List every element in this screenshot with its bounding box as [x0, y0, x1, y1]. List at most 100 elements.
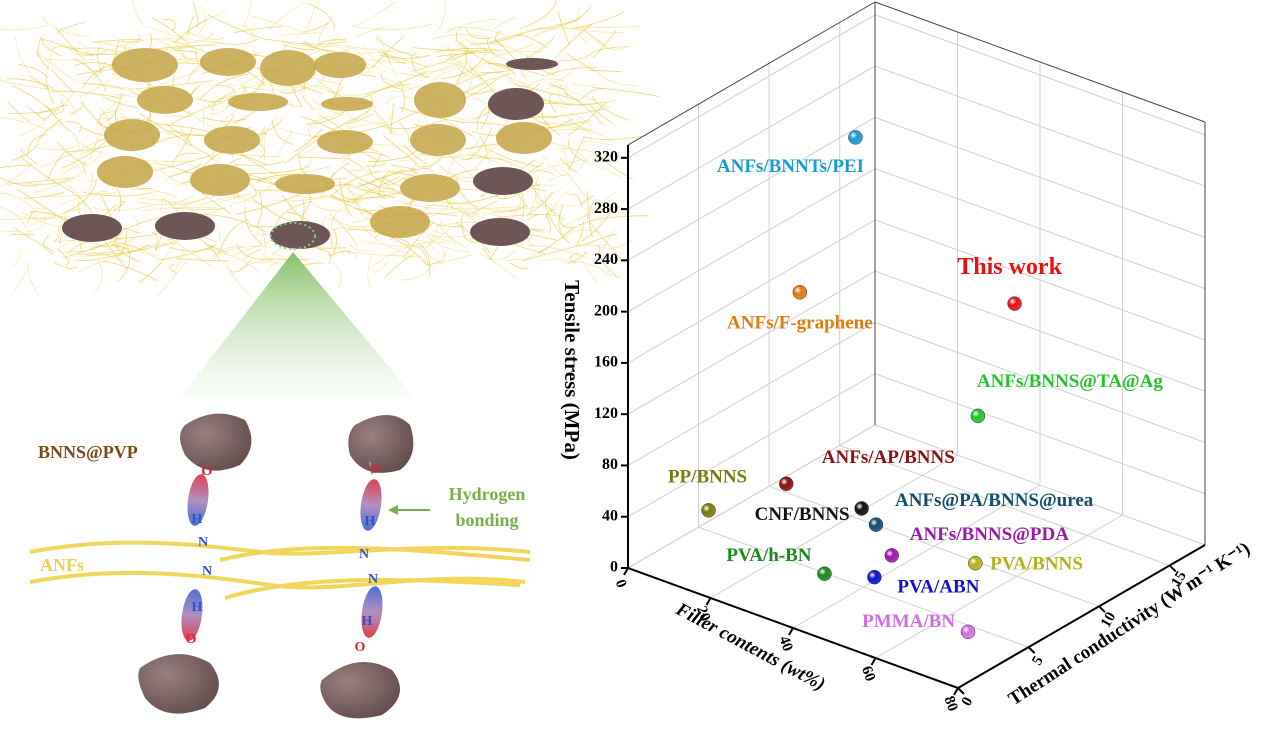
x-tick [953, 687, 959, 696]
fibre [266, 262, 284, 272]
fibre [63, 179, 98, 214]
fibre [561, 146, 572, 174]
fibre [198, 5, 206, 35]
fibre [211, 245, 273, 257]
fibre [169, 263, 179, 275]
fibre [403, 220, 436, 258]
fibre [50, 68, 75, 93]
fibre [87, 170, 93, 194]
fibre [103, 260, 159, 282]
data-point [968, 555, 983, 571]
fibre [365, 161, 386, 167]
fibre [353, 1, 396, 28]
z-axis-title: Tensile stress (MPa) [560, 280, 584, 460]
box-edge [627, 1, 876, 146]
fibre-mat [0, 0, 659, 298]
fibre [424, 229, 450, 249]
grid-line [627, 270, 876, 415]
fibre [562, 169, 588, 201]
anf-unit [361, 586, 383, 638]
fibre [516, 34, 548, 49]
bnns-disc [275, 174, 335, 194]
fibre [491, 73, 511, 81]
fibre [380, 73, 403, 91]
fibre [428, 240, 440, 255]
fibre [27, 211, 47, 233]
fibre [39, 54, 77, 83]
data-point [817, 566, 832, 581]
fibre [383, 77, 415, 90]
fibre [590, 222, 622, 259]
bond [369, 461, 373, 475]
atom-label: O [355, 640, 366, 655]
fibre [306, 2, 335, 29]
fibre [303, 40, 337, 52]
grid-line [627, 373, 876, 518]
fibre [43, 235, 54, 255]
bnns-disc [190, 164, 250, 196]
fibre [426, 251, 446, 265]
fibre [345, 194, 364, 208]
z-tick-label: 280 [594, 200, 618, 217]
fibre [165, 123, 192, 147]
fibre [453, 49, 467, 87]
fibre [598, 245, 620, 279]
fibre [591, 96, 630, 121]
fibre [581, 206, 614, 242]
fibre [137, 201, 191, 206]
fibre [318, 19, 332, 45]
fibre [426, 235, 470, 252]
fibre [77, 40, 90, 52]
fibre [417, 243, 431, 277]
bnns-disc [414, 82, 466, 118]
fibre [436, 1, 446, 32]
fibre [12, 85, 55, 116]
x-tick [870, 657, 877, 666]
fibre [347, 119, 395, 133]
fibre [456, 29, 462, 42]
fibre [586, 190, 589, 220]
fibre [303, 22, 329, 33]
fibre [559, 148, 604, 159]
fibre [53, 261, 78, 269]
bnns-sheet [320, 662, 400, 719]
fibre [93, 38, 142, 43]
fibre [7, 78, 55, 89]
x-tick-label: 80 [940, 694, 960, 714]
fibre [260, 223, 266, 262]
fibre [212, 91, 236, 112]
fibre [413, 47, 489, 52]
fibre [460, 157, 513, 167]
fibre [439, 225, 466, 249]
fibre [437, 198, 453, 215]
fibre [163, 18, 176, 31]
fibre [468, 76, 493, 90]
grid-line [698, 526, 1029, 648]
fibre [587, 233, 618, 245]
fibre [174, 18, 209, 44]
fibre [11, 143, 39, 162]
fibre [45, 74, 54, 104]
fibre [582, 135, 648, 140]
fibre [434, 254, 472, 264]
atom-label: H [362, 614, 373, 629]
fibre [16, 189, 65, 222]
atom-label: O [370, 462, 381, 477]
fibre [57, 90, 75, 116]
fibre [378, 172, 389, 198]
fibre [259, 116, 278, 147]
fibre [156, 123, 209, 133]
bnns-sheet [348, 415, 414, 473]
fibre [82, 161, 87, 175]
fibre [353, 47, 370, 73]
fibre [173, 249, 185, 273]
fibre [79, 126, 105, 136]
fibre [227, 83, 297, 91]
grid-line [627, 219, 876, 364]
fibre [569, 193, 583, 208]
fibre [493, 17, 517, 30]
fibre [349, 239, 371, 252]
fibre [454, 205, 526, 210]
atom-label: N [198, 535, 208, 550]
z-tick-label: 240 [594, 251, 618, 268]
